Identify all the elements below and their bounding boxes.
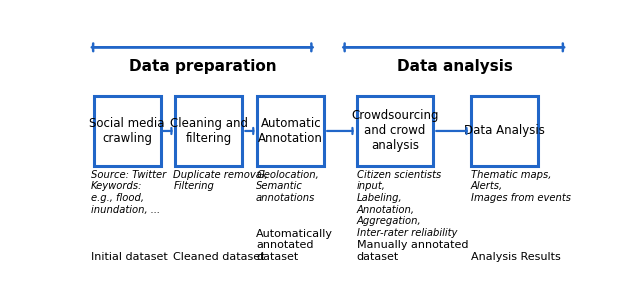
Text: Data preparation: Data preparation — [129, 59, 277, 74]
Text: Automatically
annotated
dataset: Automatically annotated dataset — [256, 229, 333, 262]
FancyBboxPatch shape — [470, 96, 538, 166]
Text: Duplicate removal,
Filtering: Duplicate removal, Filtering — [173, 170, 268, 192]
Text: Social media
crawling: Social media crawling — [90, 117, 165, 145]
Text: Cleaned dataset: Cleaned dataset — [173, 252, 265, 262]
Text: Cleaning and
filtering: Cleaning and filtering — [170, 117, 248, 145]
FancyBboxPatch shape — [257, 96, 324, 166]
Text: Thematic maps,
Alerts,
Images from events: Thematic maps, Alerts, Images from event… — [471, 170, 571, 203]
Text: Crowdsourcing
and crowd
analysis: Crowdsourcing and crowd analysis — [351, 110, 438, 152]
FancyBboxPatch shape — [175, 96, 243, 166]
Text: Automatic
Annotation: Automatic Annotation — [259, 117, 323, 145]
Text: Data Analysis: Data Analysis — [463, 125, 545, 137]
FancyBboxPatch shape — [356, 96, 433, 166]
Text: Data analysis: Data analysis — [397, 59, 513, 74]
Text: Geolocation,
Semantic
annotations: Geolocation, Semantic annotations — [256, 170, 319, 203]
FancyBboxPatch shape — [93, 96, 161, 166]
Text: Source: Twitter
Keywords:
e.g., flood,
inundation, ...: Source: Twitter Keywords: e.g., flood, i… — [91, 170, 166, 215]
Text: Manually annotated
dataset: Manually annotated dataset — [356, 240, 468, 262]
Text: Citizen scientists
input,
Labeling,
Annotation,
Aggregation,
Inter-rater reliabi: Citizen scientists input, Labeling, Anno… — [356, 170, 457, 238]
Text: Initial dataset: Initial dataset — [91, 252, 168, 262]
Text: Analysis Results: Analysis Results — [471, 252, 561, 262]
